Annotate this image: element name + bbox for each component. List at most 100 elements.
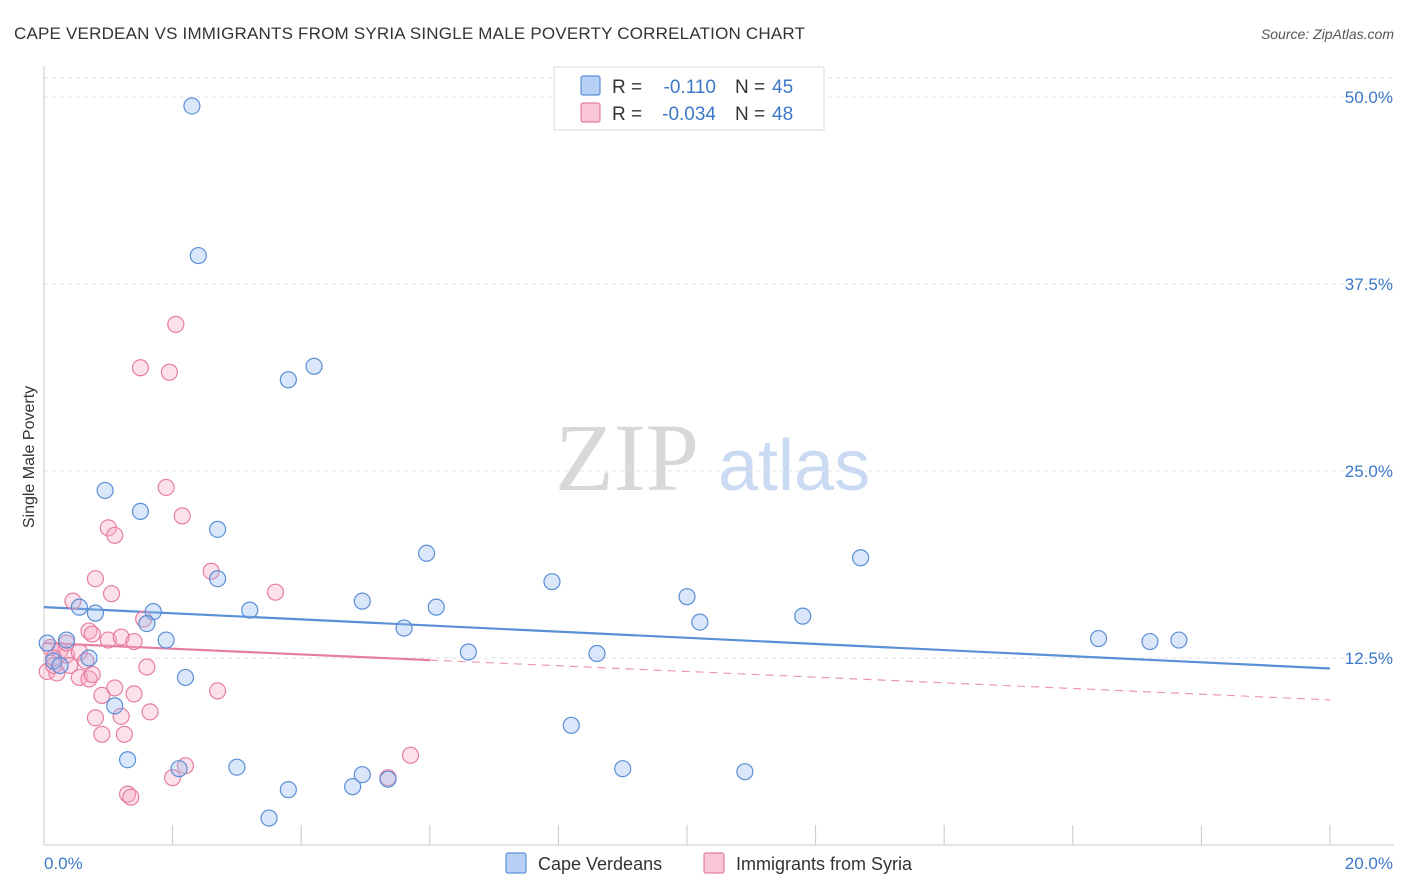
series-cape-verdeans-points (38, 97, 1188, 827)
point-immigrants-from-syria (64, 592, 82, 610)
point-cape-verdeans (614, 760, 632, 778)
point-immigrants-from-syria (102, 585, 121, 603)
y-axis-label: Single Male Poverty (21, 386, 38, 528)
legend-r-value-2: -0.034 (662, 104, 716, 125)
legend-r-value-1: -0.110 (664, 77, 716, 98)
point-cape-verdeans (118, 751, 137, 769)
bottom-legend-swatch-cape-verdeans (505, 852, 527, 874)
trendline-cape-verdeans (43, 606, 1331, 670)
point-immigrants-from-syria (118, 785, 137, 803)
point-cape-verdeans (279, 371, 297, 389)
point-immigrants-from-syria (122, 788, 140, 806)
point-immigrants-from-syria (173, 507, 191, 525)
point-cape-verdeans (279, 781, 297, 799)
point-cape-verdeans (417, 544, 436, 562)
point-immigrants-from-syria (106, 526, 124, 544)
point-cape-verdeans (157, 631, 175, 649)
point-immigrants-from-syria (112, 707, 130, 725)
point-immigrants-from-syria (83, 625, 101, 643)
point-cape-verdeans (51, 656, 69, 675)
point-immigrants-from-syria (80, 622, 98, 640)
x-tick-marks (43, 825, 1331, 845)
point-immigrants-from-syria (45, 656, 63, 675)
y-tick-label: 12.5% (1345, 649, 1393, 668)
point-cape-verdeans (379, 770, 397, 788)
point-immigrants-from-syria (86, 709, 105, 727)
point-cape-verdeans (794, 607, 812, 625)
point-cape-verdeans (736, 763, 754, 781)
legend-n-value-2: 48 (772, 104, 793, 125)
point-cape-verdeans (170, 760, 188, 778)
legend-swatch-immigrants-from-syria (580, 102, 601, 123)
point-immigrants-from-syria (99, 631, 117, 649)
point-cape-verdeans (138, 614, 156, 633)
x-tick-label-min: 0.0% (44, 854, 83, 873)
point-immigrants-from-syria (164, 769, 182, 787)
point-cape-verdeans (86, 604, 105, 622)
point-cape-verdeans (353, 766, 371, 784)
point-cape-verdeans (241, 601, 259, 619)
point-cape-verdeans (395, 619, 413, 637)
point-cape-verdeans (183, 97, 201, 115)
point-immigrants-from-syria (167, 315, 185, 333)
point-immigrants-from-syria (160, 363, 178, 381)
point-cape-verdeans (305, 357, 323, 375)
point-cape-verdeans (96, 481, 114, 500)
point-cape-verdeans (1141, 632, 1159, 651)
point-cape-verdeans (228, 758, 246, 776)
point-cape-verdeans (543, 573, 561, 591)
point-immigrants-from-syria (112, 628, 130, 646)
legend-n-label-1: N = (735, 77, 765, 98)
point-cape-verdeans (209, 570, 227, 588)
trendline-immigrants-from-syria (43, 641, 430, 662)
legend-n-label-2: N = (735, 104, 765, 125)
point-cape-verdeans (353, 592, 371, 610)
x-tick-label-max: 20.0% (1345, 854, 1393, 873)
point-cape-verdeans (131, 502, 150, 520)
watermark-atlas: atlas (718, 426, 870, 506)
point-immigrants-from-syria (131, 359, 150, 377)
point-immigrants-from-syria (70, 643, 88, 661)
point-immigrants-from-syria (93, 725, 111, 743)
point-cape-verdeans (38, 634, 56, 652)
trend-lines (43, 606, 1331, 701)
point-cape-verdeans (852, 549, 870, 567)
point-cape-verdeans (691, 613, 709, 631)
point-immigrants-from-syria (157, 478, 175, 497)
point-immigrants-from-syria (125, 632, 143, 651)
series-immigrants-from-syria-points (38, 315, 420, 806)
point-immigrants-from-syria (141, 703, 159, 721)
bottom-legend-label-immigrants-from-syria: Immigrants from Syria (736, 854, 913, 874)
point-cape-verdeans (106, 697, 124, 715)
point-immigrants-from-syria (83, 665, 101, 684)
y-tick-labels: 12.5% 25.0% 37.5% 50.0% (1345, 88, 1393, 668)
point-cape-verdeans (80, 649, 98, 667)
legend-r-label-1: R = (612, 77, 642, 98)
correlation-legend: R = -0.110 N = 45 R = -0.034 N = 48 (553, 66, 825, 131)
point-cape-verdeans (70, 598, 88, 616)
point-cape-verdeans (1170, 631, 1188, 649)
point-immigrants-from-syria (401, 746, 420, 764)
point-cape-verdeans (57, 631, 76, 649)
point-cape-verdeans (260, 809, 278, 827)
point-immigrants-from-syria (86, 570, 105, 588)
watermark: ZIP atlas (555, 404, 870, 511)
watermark-zip: ZIP (555, 404, 699, 511)
point-immigrants-from-syria (125, 685, 143, 703)
point-immigrants-from-syria (115, 725, 133, 743)
point-cape-verdeans (459, 643, 477, 661)
legend-r-label-2: R = (612, 104, 642, 125)
chart-title: CAPE VERDEAN VS IMMIGRANTS FROM SYRIA SI… (14, 24, 805, 43)
point-cape-verdeans (427, 598, 445, 616)
point-immigrants-from-syria (266, 583, 285, 601)
point-immigrants-from-syria (209, 682, 227, 700)
point-cape-verdeans (189, 246, 207, 265)
point-immigrants-from-syria (106, 679, 124, 697)
point-cape-verdeans (678, 588, 696, 606)
y-tick-label: 50.0% (1345, 88, 1393, 107)
point-cape-verdeans (562, 716, 580, 734)
point-cape-verdeans (209, 520, 227, 538)
point-cape-verdeans (1089, 629, 1108, 648)
y-tick-label: 25.0% (1345, 462, 1393, 481)
